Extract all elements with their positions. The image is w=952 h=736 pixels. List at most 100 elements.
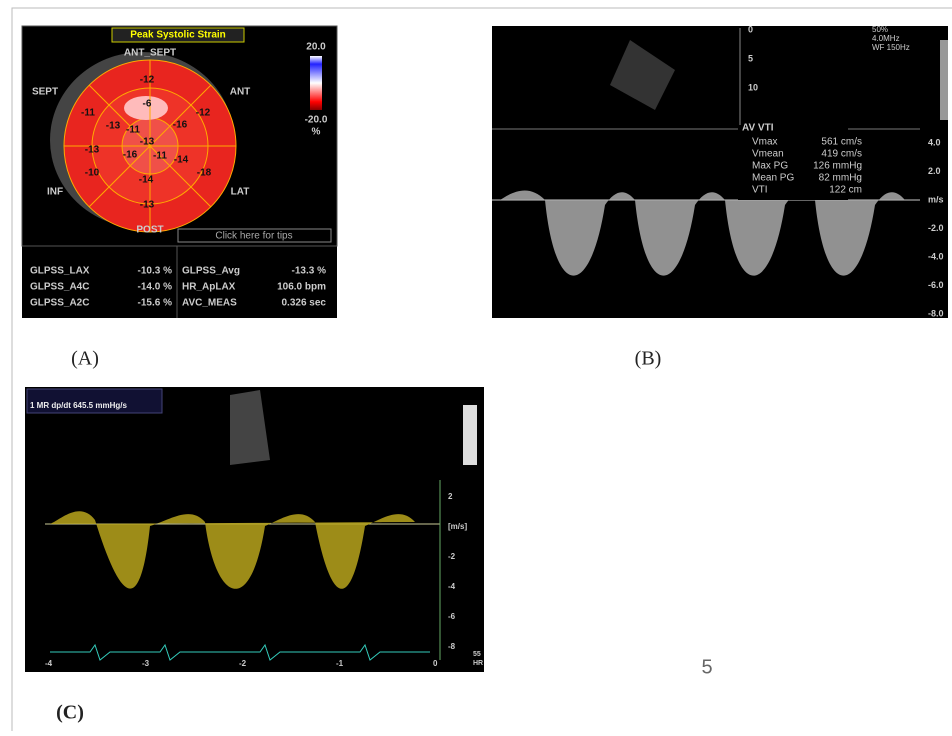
orientation-label: LAT — [231, 187, 250, 198]
colorbar — [310, 56, 322, 110]
segment-value: -6 — [143, 99, 152, 110]
scale-tick: [m/s] — [448, 522, 467, 531]
metric-name: Vmax — [752, 137, 778, 148]
setting: 50% — [872, 25, 888, 34]
metric-value: -14.0 % — [138, 282, 173, 293]
apex-highlight — [124, 96, 168, 120]
orientation-label: ANT_SEPT — [124, 48, 176, 59]
time-tick: -4 — [45, 659, 53, 668]
doppler-waveform — [50, 511, 415, 589]
scale-tick: -2.0 — [928, 223, 944, 233]
metric-value: 126 mmHg — [813, 161, 862, 172]
metric-name: GLPSS_A2C — [30, 298, 89, 309]
metric-name: Mean PG — [752, 173, 794, 184]
scale-tick: -2 — [448, 552, 456, 561]
metric-value: 561 cm/s — [821, 137, 862, 148]
scale-tick: 4.0 — [928, 137, 941, 147]
segment-value: -14 — [174, 155, 189, 166]
metric-value: 0.326 sec — [282, 298, 327, 309]
segment-value: -11 — [153, 151, 167, 162]
segment-value: -11 — [126, 125, 140, 136]
panel-b-bg — [492, 26, 948, 318]
scale-tick: -8 — [448, 642, 456, 651]
segment-value: -13 — [106, 121, 121, 132]
scale-tick: -4 — [448, 582, 456, 591]
scale-unit: % — [312, 127, 321, 138]
metric-name: GLPSS_LAX — [30, 266, 90, 277]
thumbnail — [230, 390, 270, 465]
metric-value: 122 cm — [829, 185, 862, 196]
measure-box — [738, 128, 848, 200]
metric-value: -13.3 % — [292, 266, 327, 277]
panel-a — [21, 25, 338, 318]
tips-link: Click here for tips — [215, 231, 292, 242]
setting: 4.0MHz — [872, 34, 900, 43]
metric-name: GLPSS_A4C — [30, 282, 89, 293]
segment-value: -18 — [197, 168, 212, 179]
scale-tick: 2.0 — [928, 166, 941, 176]
gray-bar — [940, 40, 948, 120]
segment-value: -14 — [139, 175, 154, 186]
setting: WF 150Hz — [872, 43, 910, 52]
scale-min: -20.0 — [305, 115, 328, 126]
metric-value: 82 mmHg — [819, 173, 862, 184]
segment-value: -12 — [140, 75, 155, 86]
panel-label: (A) — [71, 348, 99, 370]
scale-tick: -6.0 — [928, 280, 944, 290]
segment-value: -11 — [81, 108, 95, 119]
panel-title: Peak Systolic Strain — [130, 30, 226, 41]
depth-tick: 0 — [748, 24, 753, 34]
title-box — [111, 27, 245, 43]
segment-lines — [64, 60, 236, 232]
scale-tick: -6 — [448, 612, 456, 621]
page-number: 5 — [701, 656, 712, 678]
orientation-label: INF — [47, 187, 63, 198]
tips-box[interactable] — [177, 228, 332, 243]
segment-value: -12 — [196, 108, 211, 119]
metric-value: -10.3 % — [138, 266, 173, 277]
depth-tick: 10 — [748, 82, 758, 92]
thumbnail — [610, 40, 675, 110]
metric-name: AVC_MEAS — [182, 298, 237, 309]
scale-tick: -8.0 — [928, 308, 944, 318]
labels: Peak Systolic Strain ANT_SEPT SEPT ANT INF LA… — [30, 24, 944, 723]
frame — [11, 7, 952, 736]
metric-name: Vmean — [752, 149, 784, 160]
doppler-waveform — [500, 190, 905, 276]
time-tick: -3 — [142, 659, 150, 668]
metric-name: VTI — [752, 185, 768, 196]
metric-name: HR_ApLAX — [182, 282, 236, 293]
measure-title: 1 MR dp/dt 645.5 mmHg/s — [30, 401, 127, 410]
orientation-label: SEPT — [32, 87, 58, 98]
metric-name: GLPSS_Avg — [182, 266, 240, 277]
segment-value: -13 — [140, 137, 155, 148]
panel-b — [492, 26, 948, 318]
segment-value: -13 — [140, 200, 155, 211]
scale-tick: 2 — [448, 492, 453, 501]
panel-label: (C) — [56, 702, 84, 724]
hr-value: 55 — [473, 651, 481, 658]
panel-c — [25, 387, 484, 672]
segment-value: -16 — [123, 150, 138, 161]
scale-tick: -4.0 — [928, 251, 944, 261]
time-tick: -1 — [336, 659, 344, 668]
metric-name: Max PG — [752, 161, 788, 172]
metric-value: 419 cm/s — [821, 149, 862, 160]
metric-value: -15.6 % — [138, 298, 173, 309]
orientation-label: ANT — [230, 87, 251, 98]
depth-tick: 5 — [748, 53, 753, 63]
metric-value: 106.0 bpm — [277, 282, 326, 293]
panel-a-border — [21, 25, 338, 247]
segment-value: -13 — [85, 145, 100, 156]
scale-tick: m/s — [928, 194, 944, 204]
gray-bar — [463, 405, 477, 465]
time-tick: 0 — [433, 659, 438, 668]
ecg-trace — [50, 643, 430, 661]
segment-value: -16 — [173, 120, 188, 131]
orientation-label: POST — [136, 225, 163, 236]
measure-title: AV VTI — [742, 123, 774, 134]
hr-label: HR — [473, 660, 483, 667]
scale-max: 20.0 — [306, 42, 326, 53]
time-tick: -2 — [239, 659, 247, 668]
